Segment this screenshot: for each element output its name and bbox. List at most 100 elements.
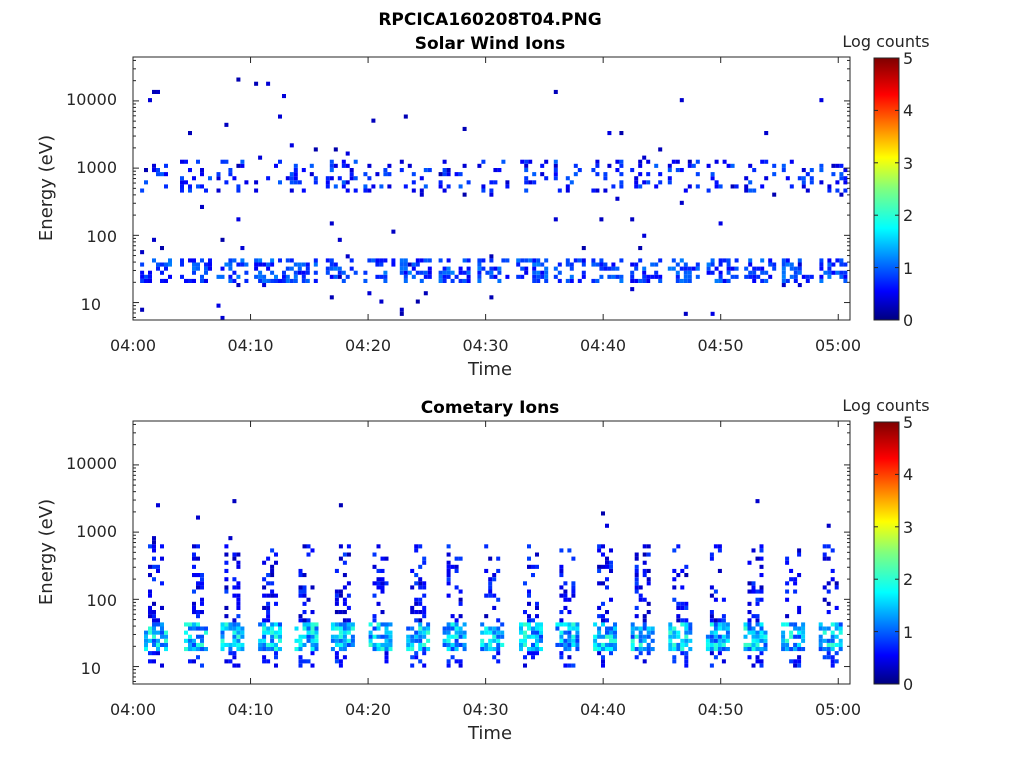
heatmap-cell bbox=[418, 577, 423, 582]
heatmap-cell bbox=[819, 274, 824, 279]
heatmap-cell bbox=[601, 634, 605, 639]
heatmap-cell bbox=[634, 556, 639, 561]
panel2-heatmap-cells bbox=[144, 499, 843, 668]
heatmap-cell bbox=[668, 626, 673, 631]
heatmap-cell bbox=[695, 262, 700, 267]
heatmap-cell bbox=[270, 262, 275, 267]
heatmap-cell bbox=[466, 266, 471, 271]
heatmap-cell bbox=[240, 246, 245, 251]
heatmap-cell bbox=[725, 647, 730, 652]
heatmap-cell bbox=[539, 634, 543, 639]
heatmap-cell bbox=[196, 544, 200, 549]
heatmap-cell bbox=[262, 262, 267, 267]
heatmap-cell bbox=[262, 638, 267, 643]
heatmap-cell bbox=[156, 618, 160, 623]
heatmap-cell bbox=[755, 659, 760, 664]
heatmap-cell bbox=[341, 270, 346, 275]
heatmap-cell bbox=[262, 283, 267, 288]
heatmap-cell bbox=[224, 622, 229, 627]
heatmap-cell bbox=[805, 172, 810, 177]
heatmap-cell bbox=[384, 638, 389, 643]
heatmap-cell bbox=[605, 626, 609, 631]
heatmap-cell bbox=[180, 258, 184, 263]
heatmap-cell bbox=[278, 630, 282, 635]
heatmap-cell bbox=[450, 634, 455, 639]
heatmap-cell bbox=[748, 163, 753, 168]
heatmap-cell bbox=[368, 630, 373, 635]
heatmap-cell bbox=[619, 131, 624, 136]
heatmap-cell bbox=[630, 287, 635, 292]
heatmap-cell bbox=[427, 266, 432, 271]
heatmap-cell bbox=[258, 270, 263, 275]
heatmap-cell bbox=[611, 274, 616, 279]
heatmap-cell bbox=[630, 634, 635, 639]
heatmap-cell bbox=[458, 589, 463, 594]
heatmap-cell bbox=[615, 159, 620, 164]
heatmap-cell bbox=[372, 581, 377, 586]
heatmap-cell bbox=[192, 659, 196, 664]
heatmap-cell bbox=[330, 634, 335, 639]
heatmap-cell bbox=[638, 593, 643, 598]
heatmap-cell bbox=[363, 188, 368, 193]
heatmap-cell bbox=[567, 634, 572, 639]
heatmap-cell bbox=[571, 642, 576, 647]
heatmap-cell bbox=[688, 638, 693, 643]
heatmap-cell bbox=[330, 626, 335, 631]
heatmap-cell bbox=[266, 605, 271, 610]
heatmap-cell bbox=[200, 597, 204, 602]
heatmap-cell bbox=[376, 568, 381, 573]
heatmap-cell bbox=[338, 638, 343, 643]
heatmap-cell bbox=[597, 651, 602, 656]
heatmap-cell bbox=[164, 266, 168, 271]
heatmap-cell bbox=[599, 217, 604, 222]
heatmap-cell bbox=[418, 647, 423, 652]
heatmap-cell bbox=[801, 626, 806, 631]
heatmap-cell bbox=[148, 610, 152, 615]
heatmap-cell bbox=[376, 581, 381, 586]
heatmap-cell bbox=[601, 647, 605, 652]
heatmap-cell bbox=[349, 176, 354, 181]
heatmap-cell bbox=[642, 647, 647, 652]
heatmap-cell bbox=[638, 638, 643, 643]
heatmap-cell bbox=[388, 630, 393, 635]
heatmap-cell bbox=[313, 270, 318, 275]
heatmap-cell bbox=[630, 168, 635, 173]
heatmap-cell bbox=[346, 593, 351, 598]
heatmap-cell bbox=[407, 163, 412, 168]
heatmap-cell bbox=[200, 274, 204, 279]
heatmap-cell bbox=[755, 556, 760, 561]
heatmap-cell bbox=[160, 634, 164, 639]
heatmap-cell bbox=[325, 180, 330, 185]
heatmap-cell bbox=[683, 188, 688, 193]
heatmap-cell bbox=[747, 618, 752, 623]
heatmap-cell bbox=[532, 262, 537, 267]
heatmap-cell bbox=[638, 246, 643, 251]
heatmap-cell bbox=[306, 552, 311, 557]
heatmap-cell bbox=[224, 544, 229, 549]
heatmap-cell bbox=[492, 630, 497, 635]
heatmap-cell bbox=[577, 168, 582, 173]
heatmap-cell bbox=[634, 184, 639, 189]
heatmap-cell bbox=[289, 278, 294, 283]
heatmap-cell bbox=[751, 638, 756, 643]
heatmap-cell bbox=[496, 630, 501, 635]
heatmap-cell bbox=[613, 634, 617, 639]
heatmap-cell bbox=[781, 274, 786, 279]
heatmap-cell bbox=[789, 634, 794, 639]
panel1-cbtick-3: 3 bbox=[903, 154, 913, 173]
heatmap-cell bbox=[705, 642, 710, 647]
heatmap-cell bbox=[164, 634, 168, 639]
heatmap-cell bbox=[785, 258, 790, 263]
heatmap-cell bbox=[680, 622, 685, 627]
heatmap-cell bbox=[826, 655, 831, 660]
heatmap-cell bbox=[407, 270, 412, 275]
heatmap-cell bbox=[725, 634, 730, 639]
heatmap-cell bbox=[144, 630, 148, 635]
heatmap-cell bbox=[306, 659, 311, 664]
heatmap-cell bbox=[418, 634, 423, 639]
heatmap-cell bbox=[668, 634, 673, 639]
heatmap-cell bbox=[274, 634, 278, 639]
heatmap-cell bbox=[709, 610, 714, 615]
heatmap-cell bbox=[785, 262, 790, 267]
heatmap-cell bbox=[789, 266, 794, 271]
